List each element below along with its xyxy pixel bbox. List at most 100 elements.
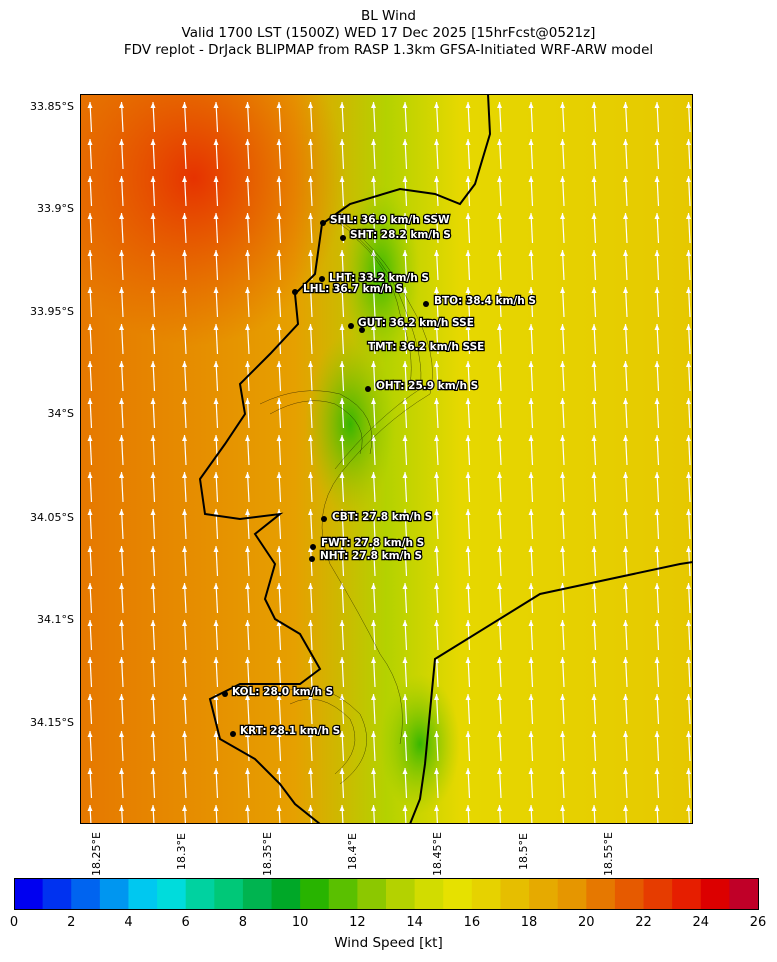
wind-arrow-head bbox=[560, 398, 565, 404]
wind-arrow-head bbox=[245, 805, 250, 811]
colorbar-tick-label: 4 bbox=[124, 915, 133, 930]
valid-time-subtitle: Valid 1700 LST (1500Z) WED 17 Dec 2025 [… bbox=[181, 25, 596, 41]
wind-arrow-head bbox=[528, 176, 534, 182]
wind-arrow-head bbox=[119, 509, 124, 515]
wind-arrow-head bbox=[497, 250, 502, 256]
wind-arrow-head bbox=[497, 731, 502, 737]
wind-arrow-head bbox=[591, 546, 597, 552]
lon-label: 18.5°E bbox=[517, 833, 530, 870]
wind-arrow-head bbox=[119, 250, 124, 256]
wind-arrow-head bbox=[402, 361, 408, 367]
wind-arrow-head bbox=[434, 324, 439, 330]
wind-arrow-head bbox=[591, 102, 597, 108]
wind-arrow-head bbox=[213, 731, 219, 737]
terrain-contours bbox=[259, 213, 433, 785]
wind-arrow-head bbox=[654, 472, 660, 478]
wind-arrow-head bbox=[182, 102, 187, 108]
wind-arrow-head bbox=[276, 213, 282, 219]
wind-arrow-head bbox=[654, 768, 660, 774]
wind-arrow-head bbox=[591, 583, 597, 589]
wind-arrow-head bbox=[150, 768, 156, 774]
colorbar-cell bbox=[300, 878, 330, 910]
wind-arrow-head bbox=[402, 250, 408, 256]
wind-arrow-head bbox=[465, 472, 471, 478]
wind-arrow-head bbox=[371, 287, 376, 293]
wind-arrow-head bbox=[276, 694, 282, 700]
wind-arrow-head bbox=[308, 287, 313, 293]
wind-arrow-head bbox=[182, 472, 187, 478]
wind-arrow-head bbox=[591, 361, 597, 367]
wind-arrow-head bbox=[591, 213, 597, 219]
wind-arrow-head bbox=[213, 583, 219, 589]
wind-arrow-head bbox=[213, 546, 219, 552]
wind-arrow-head bbox=[87, 509, 93, 515]
wind-arrow-head bbox=[213, 213, 219, 219]
wind-arrow-head bbox=[560, 250, 565, 256]
wind-arrow-head bbox=[497, 213, 502, 219]
colorbar-cell bbox=[357, 878, 387, 910]
wind-arrow-head bbox=[371, 509, 376, 515]
wind-arrow-head bbox=[182, 731, 187, 737]
lat-label: 34°S bbox=[47, 407, 74, 420]
wind-arrow-head bbox=[623, 509, 628, 515]
wind-arrow-head bbox=[434, 139, 439, 145]
wind-arrow-head bbox=[591, 176, 597, 182]
wind-arrow-head bbox=[623, 694, 628, 700]
wind-arrow-head bbox=[119, 657, 124, 663]
wind-arrow-head bbox=[276, 731, 282, 737]
wind-arrow-head bbox=[402, 805, 408, 811]
wind-arrow-head bbox=[371, 472, 376, 478]
wind-arrow-head bbox=[402, 139, 408, 145]
wind-arrow-head bbox=[371, 361, 376, 367]
colorbar-cell bbox=[614, 878, 645, 910]
colorbar-tick-label: 0 bbox=[9, 915, 19, 930]
wind-arrow-head bbox=[402, 657, 408, 663]
wind-arrow-head bbox=[150, 509, 156, 515]
colorbar-cell bbox=[414, 878, 444, 910]
lon-label: 18.55°E bbox=[602, 832, 615, 876]
wind-arrow-head bbox=[119, 768, 124, 774]
wind-arrow-head bbox=[686, 583, 691, 589]
wind-arrow-head bbox=[434, 731, 439, 737]
wind-arrow-head bbox=[402, 435, 408, 441]
wind-arrow-head bbox=[87, 102, 93, 108]
wind-arrow-head bbox=[623, 361, 628, 367]
wind-arrow-head bbox=[654, 509, 660, 515]
wind-arrow-head bbox=[497, 398, 502, 404]
station-label-oht: OHT: 25.9 km/h S bbox=[376, 380, 478, 392]
wind-arrow-head bbox=[182, 287, 187, 293]
wind-arrow-head bbox=[465, 509, 471, 515]
wind-arrow-head bbox=[497, 805, 502, 811]
wind-arrow-head bbox=[654, 731, 660, 737]
wind-arrow-head bbox=[371, 250, 376, 256]
wind-arrow-head bbox=[528, 287, 534, 293]
map-frame bbox=[80, 94, 693, 824]
wind-arrow-head bbox=[87, 435, 93, 441]
wind-arrow-head bbox=[591, 768, 597, 774]
station-label-fwt: FWT: 27.8 km/h S bbox=[321, 537, 424, 549]
colorbar-cell bbox=[529, 878, 559, 910]
wind-arrow-head bbox=[339, 546, 345, 552]
wind-arrow-head bbox=[497, 324, 502, 330]
low-wind-region-south bbox=[380, 674, 460, 814]
wind-arrow-head bbox=[150, 176, 156, 182]
wind-arrow-head bbox=[497, 657, 502, 663]
wind-arrow-head bbox=[119, 398, 124, 404]
wind-arrow-head bbox=[119, 583, 124, 589]
station-label-krt: KRT: 28.1 km/h S bbox=[240, 725, 340, 737]
wind-arrow-head bbox=[591, 694, 597, 700]
wind-arrow-head bbox=[402, 472, 408, 478]
wind-arrow-head bbox=[276, 657, 282, 663]
wind-arrow-head bbox=[308, 435, 313, 441]
wind-arrow-head bbox=[339, 731, 345, 737]
wind-arrow-head bbox=[308, 509, 313, 515]
wind-arrow-head bbox=[371, 583, 376, 589]
colorbar-cell bbox=[128, 878, 158, 910]
wind-arrow-head bbox=[402, 398, 408, 404]
wind-arrow-head bbox=[686, 546, 691, 552]
wind-arrow-head bbox=[150, 694, 156, 700]
wind-arrow-head bbox=[623, 139, 628, 145]
wind-arrow-head bbox=[623, 546, 628, 552]
wind-arrow-head bbox=[654, 694, 660, 700]
wind-arrow-head bbox=[497, 546, 502, 552]
